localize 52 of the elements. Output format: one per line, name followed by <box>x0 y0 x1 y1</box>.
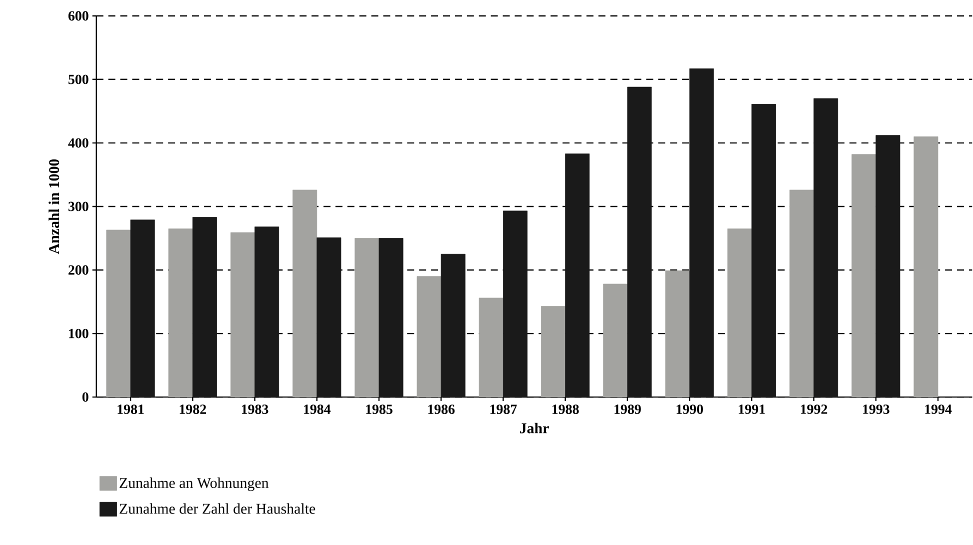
bar <box>541 306 566 398</box>
y-tick-label: 500 <box>68 74 88 84</box>
bar <box>665 270 690 398</box>
bar <box>789 190 814 398</box>
bar <box>378 238 404 398</box>
bar <box>852 154 876 398</box>
bar <box>727 228 752 398</box>
x-tick-label: 1986 <box>428 404 455 414</box>
bar <box>603 284 628 398</box>
y-tick-label: 600 <box>68 11 88 21</box>
x-tick-label: 1991 <box>738 404 765 414</box>
x-tick-label: 1994 <box>925 404 952 414</box>
bar <box>292 190 318 398</box>
bar <box>565 154 590 398</box>
bar <box>478 298 504 398</box>
bar <box>440 254 466 398</box>
x-axis-title: Jahr <box>520 422 549 434</box>
y-tick-label: 200 <box>68 265 88 275</box>
x-tick-label: 1983 <box>242 404 268 414</box>
bar <box>316 237 342 398</box>
legend-label: Zunahme der Zahl der Haushalte <box>120 503 316 514</box>
bar <box>254 226 280 398</box>
y-tick-label: 100 <box>69 328 88 338</box>
bar <box>814 98 838 398</box>
y-tick-label: 300 <box>68 202 88 212</box>
bar <box>130 220 155 398</box>
bar <box>416 276 442 398</box>
x-tick-label: 1993 <box>863 404 890 414</box>
x-tick-label: 1984 <box>304 404 331 414</box>
bar <box>503 210 528 398</box>
bar <box>192 217 217 398</box>
x-tick-label: 1982 <box>180 404 206 414</box>
bar <box>627 86 652 398</box>
y-tick-label: 400 <box>68 138 88 148</box>
x-tick-label: 1988 <box>552 404 579 414</box>
x-tick-label: 1981 <box>118 404 144 414</box>
bar <box>689 68 714 398</box>
y-tick-label: 0 <box>82 392 88 402</box>
x-tick-label: 1992 <box>800 404 828 414</box>
y-axis-title: Anzahl in 1000 <box>48 159 60 254</box>
x-tick-label: 1990 <box>676 404 703 414</box>
bar <box>914 136 938 398</box>
bar <box>876 135 900 398</box>
bar <box>106 230 131 398</box>
bar <box>354 238 380 398</box>
legend-label: Zunahme an Wohnungen <box>120 478 269 492</box>
x-tick-label: 1989 <box>614 404 641 414</box>
bar <box>751 104 776 398</box>
bar <box>168 228 193 398</box>
bar <box>230 232 255 398</box>
x-tick-label: 1985 <box>366 404 392 414</box>
x-tick-label: 1987 <box>490 404 517 414</box>
